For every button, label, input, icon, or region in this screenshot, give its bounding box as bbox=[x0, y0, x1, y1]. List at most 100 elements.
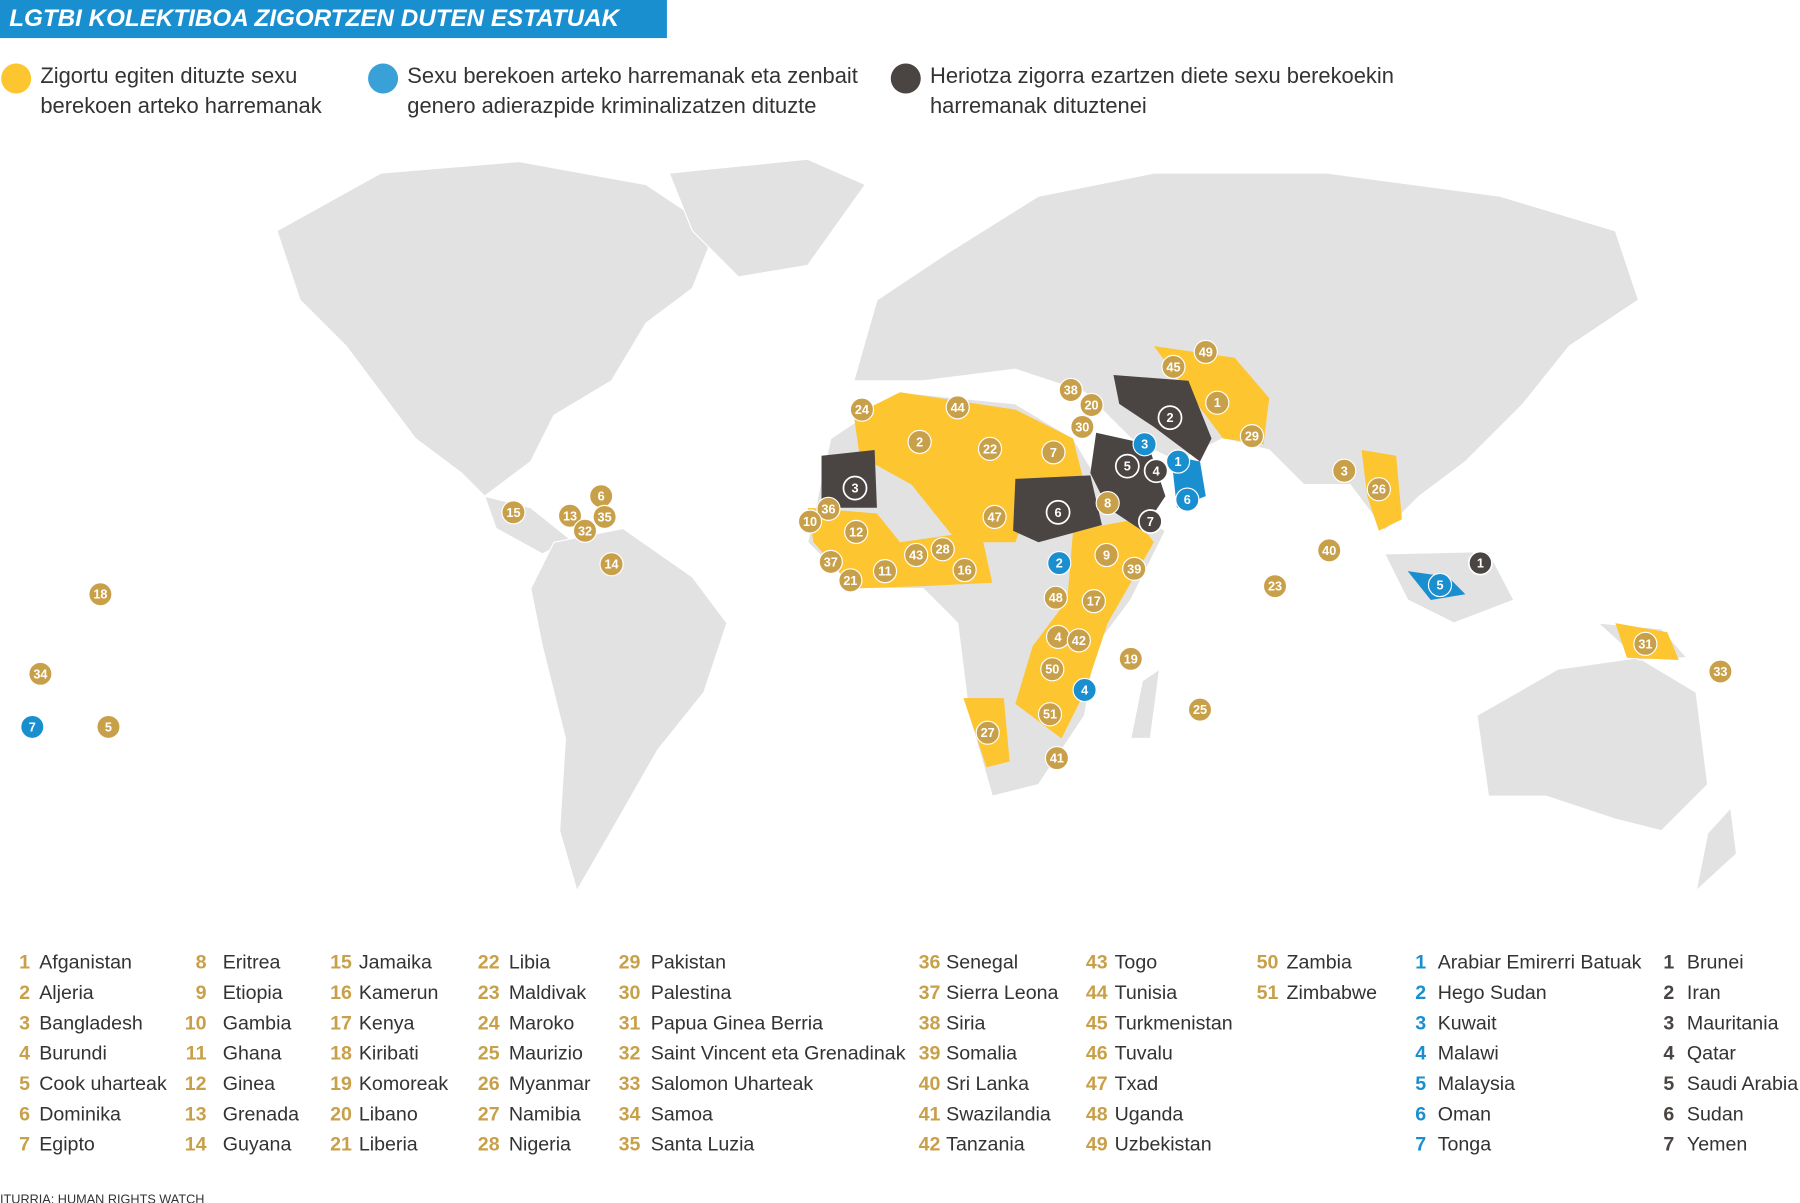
map-marker-label: 25 bbox=[1193, 703, 1207, 717]
map-marker bbox=[945, 395, 970, 420]
list-name: Eritrea bbox=[223, 952, 281, 974]
list-name: Arabiar Emirerri Batuak bbox=[1438, 952, 1642, 974]
map-marker-label: 44 bbox=[951, 401, 965, 415]
map-marker bbox=[1366, 477, 1391, 502]
map-marker-label: 5 bbox=[105, 720, 112, 734]
map-marker bbox=[20, 714, 45, 740]
list-number: 21 bbox=[330, 1134, 352, 1156]
map-marker bbox=[1094, 542, 1119, 568]
map-marker-label: 2 bbox=[1166, 411, 1173, 425]
map-marker-label: 14 bbox=[604, 558, 618, 572]
list-name: Palestina bbox=[651, 982, 732, 1004]
map-marker bbox=[1066, 628, 1091, 653]
list-number: 10 bbox=[185, 1012, 207, 1034]
map-marker bbox=[975, 720, 1000, 745]
map-marker bbox=[816, 496, 841, 521]
list-name: Zimbabwe bbox=[1287, 982, 1378, 1004]
list-number: 48 bbox=[1086, 1103, 1108, 1125]
map-marker-label: 16 bbox=[958, 564, 972, 578]
list-name: Bangladesh bbox=[39, 1012, 143, 1034]
map-marker-label: 8 bbox=[1104, 497, 1111, 511]
list-number: 43 bbox=[1086, 952, 1108, 974]
list-number: 8 bbox=[196, 952, 207, 974]
map-marker bbox=[28, 661, 53, 686]
list-number: 7 bbox=[19, 1134, 30, 1156]
list-name: Grenada bbox=[223, 1103, 299, 1125]
list-name: Tunisia bbox=[1115, 982, 1178, 1004]
map-marker bbox=[1114, 453, 1140, 479]
map-marker-label: 47 bbox=[988, 510, 1002, 524]
list-name: Saint Vincent eta Grenadinak bbox=[651, 1043, 906, 1065]
legend-label: Zigortu egiten dituzte sexu bbox=[40, 63, 297, 88]
list-number: 14 bbox=[185, 1134, 207, 1156]
map-marker bbox=[1137, 509, 1163, 534]
list-number: 42 bbox=[919, 1134, 941, 1156]
map-marker bbox=[844, 519, 869, 545]
list-name: Txad bbox=[1115, 1073, 1159, 1095]
list-name: Dominika bbox=[39, 1103, 121, 1125]
list-name: Hego Sudan bbox=[1438, 982, 1547, 1004]
list-number: 2 bbox=[1663, 982, 1674, 1004]
map-marker bbox=[1193, 339, 1218, 365]
map-marker bbox=[1165, 449, 1191, 474]
list-name: Salomon Uharteak bbox=[651, 1073, 814, 1095]
list-number: 30 bbox=[619, 982, 641, 1004]
map-marker-label: 42 bbox=[1072, 634, 1086, 648]
map-marker bbox=[1132, 432, 1157, 457]
map-marker-label: 24 bbox=[855, 403, 869, 417]
map-marker bbox=[1047, 550, 1072, 576]
list-name: Aljeria bbox=[39, 982, 94, 1004]
list-name: Pakistan bbox=[651, 952, 726, 974]
map-marker-label: 4 bbox=[1081, 684, 1088, 698]
list-number: 40 bbox=[919, 1073, 941, 1095]
map-marker-label: 19 bbox=[1124, 652, 1138, 666]
map-marker bbox=[501, 500, 526, 525]
map-marker bbox=[1262, 574, 1288, 599]
list-name: Somalia bbox=[946, 1043, 1017, 1065]
map-marker bbox=[842, 475, 868, 501]
map-marker bbox=[1045, 499, 1071, 525]
legend-label: berekoen arteko harremanak bbox=[40, 93, 321, 118]
list-name: Libano bbox=[359, 1103, 418, 1125]
map-marker-label: 40 bbox=[1322, 544, 1336, 558]
list-name: Maroko bbox=[509, 1012, 574, 1034]
list-name: Qatar bbox=[1687, 1043, 1737, 1065]
list-name: Maldivak bbox=[509, 982, 587, 1004]
map-marker bbox=[872, 559, 898, 584]
map-marker-label: 10 bbox=[803, 515, 817, 529]
legend-swatch bbox=[368, 63, 399, 94]
list-number: 27 bbox=[478, 1103, 500, 1125]
list-number: 13 bbox=[185, 1103, 207, 1125]
map-marker-label: 38 bbox=[1064, 384, 1078, 398]
list-name: Saudi Arabia bbox=[1687, 1073, 1798, 1095]
map-marker bbox=[1332, 458, 1357, 483]
list-number: 9 bbox=[196, 982, 207, 1004]
map-marker-label: 28 bbox=[936, 543, 950, 557]
map-marker-label: 20 bbox=[1084, 399, 1098, 413]
list-number: 50 bbox=[1257, 952, 1279, 974]
map-marker bbox=[1633, 631, 1658, 656]
list-number: 2 bbox=[19, 982, 30, 1004]
map-marker bbox=[1427, 572, 1453, 598]
map-marker bbox=[1058, 377, 1083, 403]
list-name: Iran bbox=[1687, 982, 1721, 1004]
list-name: Etiopia bbox=[223, 982, 283, 1004]
list-number: 15 bbox=[330, 952, 352, 974]
list-name: Kenya bbox=[359, 1012, 415, 1034]
list-number: 28 bbox=[478, 1134, 500, 1156]
list-number: 36 bbox=[919, 952, 941, 974]
map-marker-label: 7 bbox=[1147, 515, 1154, 529]
list-number: 16 bbox=[330, 982, 352, 1004]
map-marker bbox=[1072, 677, 1097, 703]
map-marker-label: 36 bbox=[821, 502, 835, 516]
map-marker-label: 4 bbox=[1153, 464, 1160, 478]
list-name: Uganda bbox=[1115, 1103, 1184, 1125]
map-marker-label: 1 bbox=[1477, 557, 1484, 571]
list-name: Nigeria bbox=[509, 1134, 571, 1156]
map-marker-label: 4 bbox=[1055, 630, 1062, 644]
map-marker-label: 49 bbox=[1199, 345, 1213, 359]
list-number: 5 bbox=[19, 1073, 30, 1095]
list-name: Turkmenistan bbox=[1115, 1012, 1233, 1034]
